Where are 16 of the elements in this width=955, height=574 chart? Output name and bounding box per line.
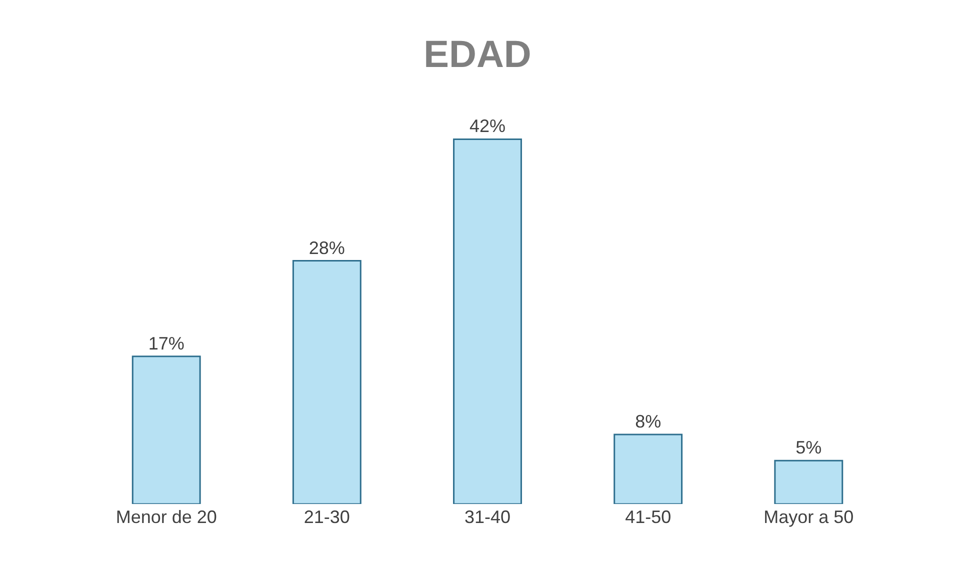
bar [774, 460, 844, 504]
data-label: 17% [148, 333, 184, 354]
x-tick-label: Menor de 20 [116, 507, 217, 527]
data-label: 28% [308, 238, 345, 258]
bar [292, 260, 362, 504]
bar [453, 138, 522, 504]
data-label: 8% [635, 412, 662, 432]
x-tick-label: 21-30 [304, 507, 350, 527]
x-tick-label: Mayor a 50 [764, 507, 854, 527]
x-tick-label: 41-50 [625, 507, 672, 527]
bar [132, 356, 201, 504]
bar [614, 434, 683, 504]
data-label: 42% [469, 116, 506, 136]
chart-title: EDAD [424, 34, 532, 76]
data-label: 5% [796, 438, 822, 458]
x-tick-label: 31-40 [464, 507, 511, 527]
